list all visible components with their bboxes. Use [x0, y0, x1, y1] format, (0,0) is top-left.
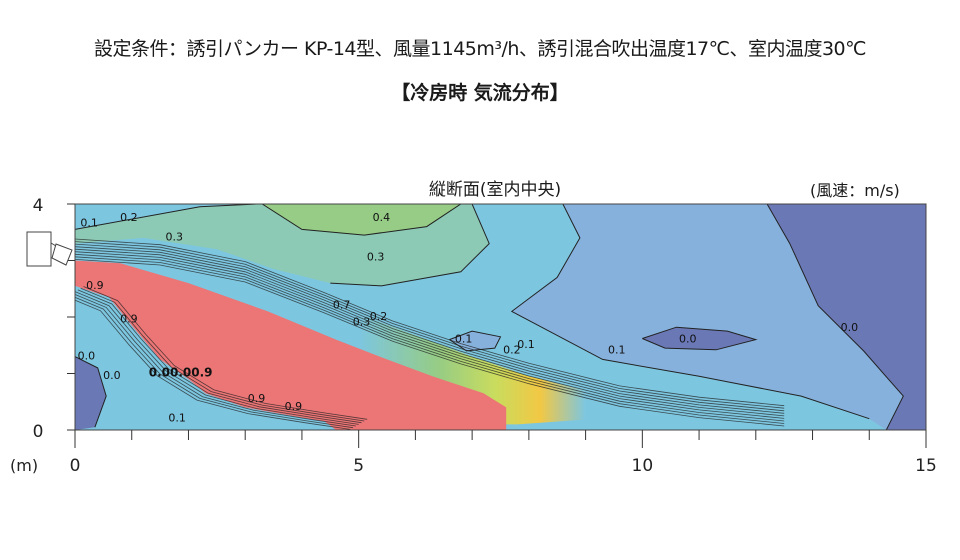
- region-0-0-pocket-right: [642, 327, 756, 350]
- section-title: 【冷房時 気流分布】: [391, 82, 569, 104]
- isoline-upper-7: [75, 241, 785, 409]
- contour-label-12: 0.2: [503, 344, 521, 357]
- isoline-upper-6: [75, 243, 785, 412]
- outlet-connector: [50, 242, 57, 247]
- isoline-lower-3: [75, 291, 359, 425]
- contour-label-5: 0.9: [86, 279, 104, 292]
- region-0-4: [262, 204, 461, 236]
- isoline-2: [330, 204, 490, 287]
- isoline-5: [449, 330, 502, 352]
- contour-label-14: 0.0: [679, 332, 697, 345]
- contour-label-4: 0.3: [367, 251, 385, 264]
- contour-label-1: 0.2: [120, 211, 138, 224]
- contour-label-13: 0.1: [608, 344, 626, 357]
- isoline-upper-0: [75, 259, 785, 427]
- contour-label-3: 0.4: [373, 211, 391, 224]
- isoline-upper-8: [75, 238, 785, 407]
- isoline-lower-2: [75, 294, 356, 427]
- isoline-lower-6: [83, 286, 368, 420]
- isoline-upper-1: [75, 256, 785, 424]
- region-0-0-pocket-floor: [75, 356, 107, 430]
- y-tick-label-4: 4: [33, 196, 44, 216]
- x-axis-unit-label: (m): [10, 456, 38, 475]
- contour-label-15: 0.0: [841, 321, 859, 334]
- contour-label-11: 0.1: [517, 338, 535, 351]
- isoline-lower-5: [80, 287, 365, 422]
- x-tick-label-0: 0: [70, 456, 81, 476]
- x-tick-label-10: 10: [632, 456, 654, 476]
- chart-title: 縦断面(室内中央): [428, 180, 562, 200]
- contour-label-10: 0.1: [455, 332, 473, 345]
- isoline-upper-2: [75, 253, 785, 422]
- isoline-4: [766, 204, 904, 430]
- isoline-0: [75, 204, 257, 230]
- contour-label-2: 0.3: [166, 231, 184, 244]
- contour-label-16: 0.0: [78, 349, 96, 362]
- outlet-label-cluster: 0.00.00.9: [149, 365, 213, 379]
- isoline-3: [510, 204, 870, 420]
- region-0-1-pocket: [449, 331, 501, 351]
- contour-label-17: 0.0: [103, 369, 121, 382]
- contour-label-18: 0.9: [248, 392, 266, 405]
- isoline-1: [261, 204, 462, 236]
- contour-label-0: 0.1: [80, 217, 98, 230]
- isoline-upper-4: [75, 248, 785, 417]
- x-tick-label-5: 5: [353, 456, 364, 476]
- contour-label-6: 0.9: [120, 313, 138, 326]
- contour-label-20: 0.1: [168, 412, 186, 425]
- isoline-upper-3: [75, 251, 785, 419]
- y-tick-label-0: 0: [33, 422, 44, 442]
- isoline-7: [75, 356, 107, 428]
- setting-conditions: 設定条件：誘引パンカー KP-14型、風量1145m³/h、誘引混合吹出温度17…: [94, 38, 866, 60]
- isoline-6: [642, 326, 758, 351]
- isoline-lower-0: [75, 299, 351, 430]
- contour-label-19: 0.9: [285, 400, 303, 413]
- isoline-lower-1: [75, 296, 354, 429]
- region-0-9-core: [75, 260, 507, 430]
- isoline-upper-5: [75, 246, 785, 414]
- isoline-lower-4: [77, 289, 362, 424]
- outlet-unit-body: [26, 231, 52, 267]
- outlet-nozzle: [51, 243, 73, 266]
- contour-label-7: 0.7: [333, 299, 351, 312]
- contour-label-9: 0.3: [353, 315, 371, 328]
- velocity-unit-label: (風速：m/s): [810, 181, 900, 200]
- contour-label-8: 0.2: [370, 310, 388, 323]
- x-tick-label-15: 15: [915, 456, 937, 476]
